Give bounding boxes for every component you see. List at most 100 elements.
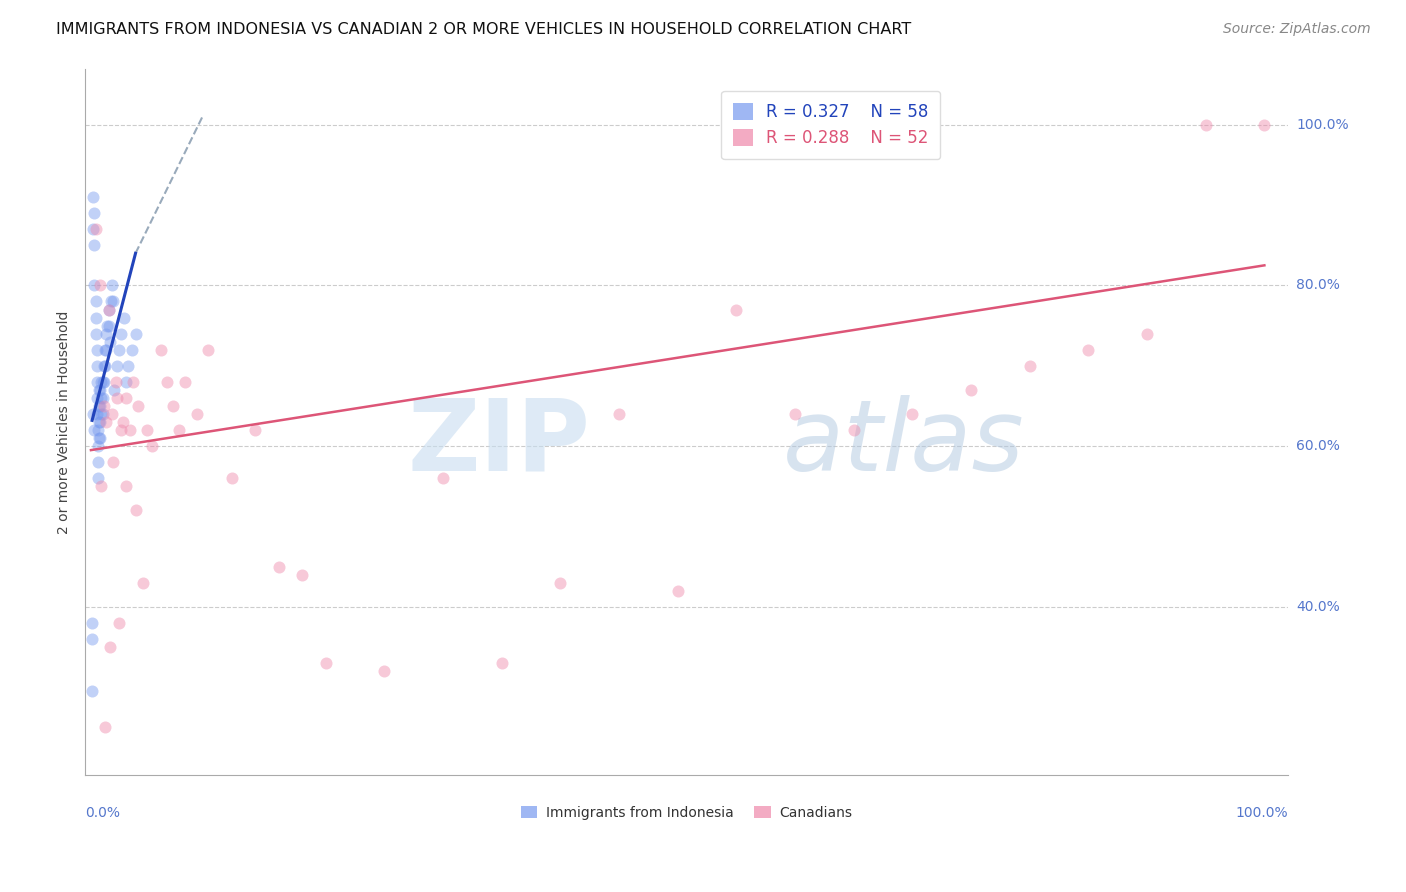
Point xyxy=(83,238,105,252)
Point xyxy=(94,343,117,357)
Y-axis label: 2 or more Vehicles in Household: 2 or more Vehicles in Household xyxy=(58,310,72,533)
Point xyxy=(901,407,924,421)
Point xyxy=(111,415,134,429)
Point xyxy=(83,423,105,437)
Point xyxy=(101,278,124,293)
Point xyxy=(90,375,112,389)
Point xyxy=(83,278,105,293)
Point xyxy=(101,407,124,421)
Point xyxy=(725,302,748,317)
Point xyxy=(91,407,114,421)
Text: Source: ZipAtlas.com: Source: ZipAtlas.com xyxy=(1223,22,1371,37)
Point xyxy=(105,391,128,405)
Text: 100.0%: 100.0% xyxy=(1236,806,1288,820)
Point xyxy=(84,310,107,325)
Point xyxy=(83,206,105,220)
Point xyxy=(124,503,146,517)
Text: atlas: atlas xyxy=(783,394,1025,491)
Point xyxy=(86,407,108,421)
Point xyxy=(267,559,290,574)
Point xyxy=(87,471,110,485)
Point xyxy=(315,656,337,670)
Point xyxy=(127,399,149,413)
Point xyxy=(117,359,139,373)
Point xyxy=(87,423,110,437)
Point xyxy=(98,640,121,654)
Point xyxy=(103,294,125,309)
Point xyxy=(156,375,179,389)
Point xyxy=(141,439,163,453)
Point xyxy=(96,415,118,429)
Point xyxy=(607,407,630,421)
Point xyxy=(115,479,138,493)
Point xyxy=(960,383,983,397)
Point xyxy=(86,375,108,389)
Point xyxy=(94,359,117,373)
Point xyxy=(86,359,108,373)
Point xyxy=(84,294,107,309)
Point xyxy=(90,391,112,405)
Point xyxy=(90,407,112,421)
Point xyxy=(82,615,104,630)
Point xyxy=(84,222,107,236)
Text: 0.0%: 0.0% xyxy=(86,806,120,820)
Point xyxy=(373,664,395,678)
Point xyxy=(150,343,173,357)
Text: IMMIGRANTS FROM INDONESIA VS CANADIAN 2 OR MORE VEHICLES IN HOUSEHOLD CORRELATIO: IMMIGRANTS FROM INDONESIA VS CANADIAN 2 … xyxy=(56,22,911,37)
Point xyxy=(82,684,104,698)
Text: 60.0%: 60.0% xyxy=(1296,439,1340,453)
Point xyxy=(89,415,111,429)
Point xyxy=(131,575,153,590)
Point xyxy=(162,399,184,413)
Point xyxy=(221,471,243,485)
Point xyxy=(245,423,267,437)
Point xyxy=(82,632,104,646)
Point xyxy=(96,318,118,333)
Point xyxy=(1077,343,1099,357)
Point xyxy=(86,343,108,357)
Point xyxy=(122,375,145,389)
Point xyxy=(666,583,689,598)
Point xyxy=(96,343,118,357)
Point xyxy=(121,343,143,357)
Point xyxy=(110,423,132,437)
Point xyxy=(112,310,135,325)
Point xyxy=(110,326,132,341)
Point xyxy=(1195,118,1218,132)
Point xyxy=(124,326,146,341)
Point xyxy=(186,407,208,421)
Point xyxy=(1018,359,1040,373)
Point xyxy=(89,278,111,293)
Point xyxy=(89,399,111,413)
Point xyxy=(89,431,111,445)
Point xyxy=(104,375,127,389)
Point xyxy=(167,423,190,437)
Point xyxy=(93,375,115,389)
Point xyxy=(115,391,138,405)
Point xyxy=(173,375,195,389)
Point xyxy=(89,415,111,429)
Point xyxy=(84,326,107,341)
Text: 40.0%: 40.0% xyxy=(1296,599,1340,614)
Text: 100.0%: 100.0% xyxy=(1296,118,1348,132)
Text: 80.0%: 80.0% xyxy=(1296,278,1340,293)
Point xyxy=(103,383,125,397)
Point xyxy=(550,575,572,590)
Point xyxy=(86,391,108,405)
Point xyxy=(108,343,131,357)
Point xyxy=(783,407,806,421)
Point xyxy=(491,656,513,670)
Point xyxy=(103,455,125,469)
Point xyxy=(108,615,131,630)
Point xyxy=(89,383,111,397)
Point xyxy=(94,720,117,734)
Point xyxy=(89,399,111,413)
Text: ZIP: ZIP xyxy=(408,394,591,491)
Point xyxy=(89,431,111,445)
Legend: Immigrants from Indonesia, Canadians: Immigrants from Indonesia, Canadians xyxy=(515,800,858,825)
Point xyxy=(87,439,110,453)
Point xyxy=(90,479,112,493)
Point xyxy=(82,190,104,204)
Point xyxy=(432,471,454,485)
Point xyxy=(842,423,865,437)
